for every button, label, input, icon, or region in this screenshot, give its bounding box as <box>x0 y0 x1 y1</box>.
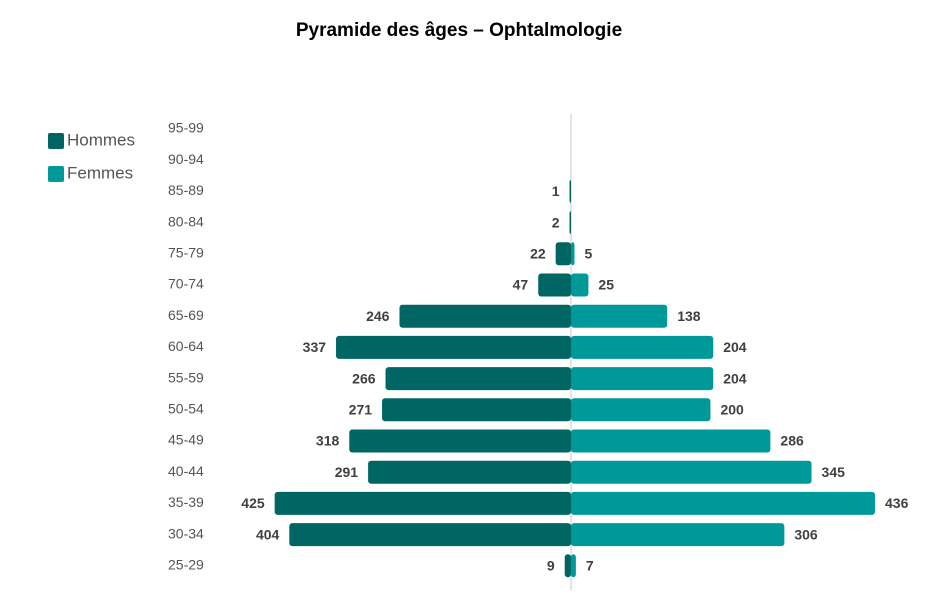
value-label: 25 <box>598 277 614 293</box>
category-label: 60-64 <box>168 338 204 354</box>
bar <box>571 491 875 515</box>
bar <box>571 304 668 328</box>
bar <box>368 460 571 484</box>
bar <box>571 398 711 422</box>
value-label: 404 <box>256 526 280 542</box>
value-label: 286 <box>780 433 804 449</box>
value-label: 246 <box>366 308 390 324</box>
category-label: 95-99 <box>168 120 204 136</box>
category-label: 30-34 <box>168 525 204 541</box>
bar <box>336 335 571 359</box>
bar <box>274 491 571 515</box>
value-label: 22 <box>530 246 546 262</box>
legend-label: Femmes <box>67 163 133 182</box>
value-label: 291 <box>335 464 359 480</box>
value-label: 138 <box>677 308 701 324</box>
category-label: 25-29 <box>168 557 204 573</box>
value-label: 1 <box>552 183 560 199</box>
bar <box>571 429 771 453</box>
bar <box>564 554 571 578</box>
bar <box>382 398 571 422</box>
value-label: 5 <box>584 246 592 262</box>
value-label: 318 <box>316 433 340 449</box>
legend-label: Hommes <box>67 130 135 149</box>
value-label: 200 <box>720 402 744 418</box>
category-label: 35-39 <box>168 494 204 510</box>
category-label: 80-84 <box>168 213 204 229</box>
bar <box>569 179 571 203</box>
category-label: 90-94 <box>168 151 204 167</box>
category-label: 75-79 <box>168 245 204 261</box>
value-label: 7 <box>586 558 594 574</box>
bar <box>538 273 571 297</box>
legend-swatch <box>48 166 64 182</box>
bar <box>571 367 714 391</box>
category-label: 55-59 <box>168 369 204 385</box>
value-label: 306 <box>794 526 818 542</box>
category-label: 45-49 <box>168 432 204 448</box>
bar <box>289 523 571 547</box>
bar <box>571 273 589 297</box>
category-label: 65-69 <box>168 307 204 323</box>
value-label: 47 <box>513 277 529 293</box>
value-label: 266 <box>352 370 376 386</box>
bar <box>571 335 714 359</box>
legend-swatch <box>48 133 64 149</box>
bar <box>571 554 576 578</box>
bar <box>571 523 785 547</box>
bar <box>569 211 571 235</box>
bar <box>385 367 571 391</box>
value-label: 2 <box>552 214 560 230</box>
value-label: 345 <box>822 464 846 480</box>
category-label: 70-74 <box>168 276 204 292</box>
value-label: 204 <box>723 370 747 386</box>
bar <box>571 460 812 484</box>
value-label: 425 <box>241 495 265 511</box>
value-label: 271 <box>349 402 373 418</box>
bar <box>349 429 571 453</box>
category-label: 50-54 <box>168 401 204 417</box>
bar <box>399 304 571 328</box>
value-label: 204 <box>723 339 747 355</box>
value-label: 9 <box>547 558 555 574</box>
chart-title: Pyramide des âges – Ophtalmologie <box>296 20 622 41</box>
category-label: 85-89 <box>168 182 204 198</box>
value-label: 436 <box>885 495 909 511</box>
bar <box>555 242 571 266</box>
value-label: 337 <box>303 339 327 355</box>
category-label: 40-44 <box>168 463 204 479</box>
bar <box>571 242 575 266</box>
